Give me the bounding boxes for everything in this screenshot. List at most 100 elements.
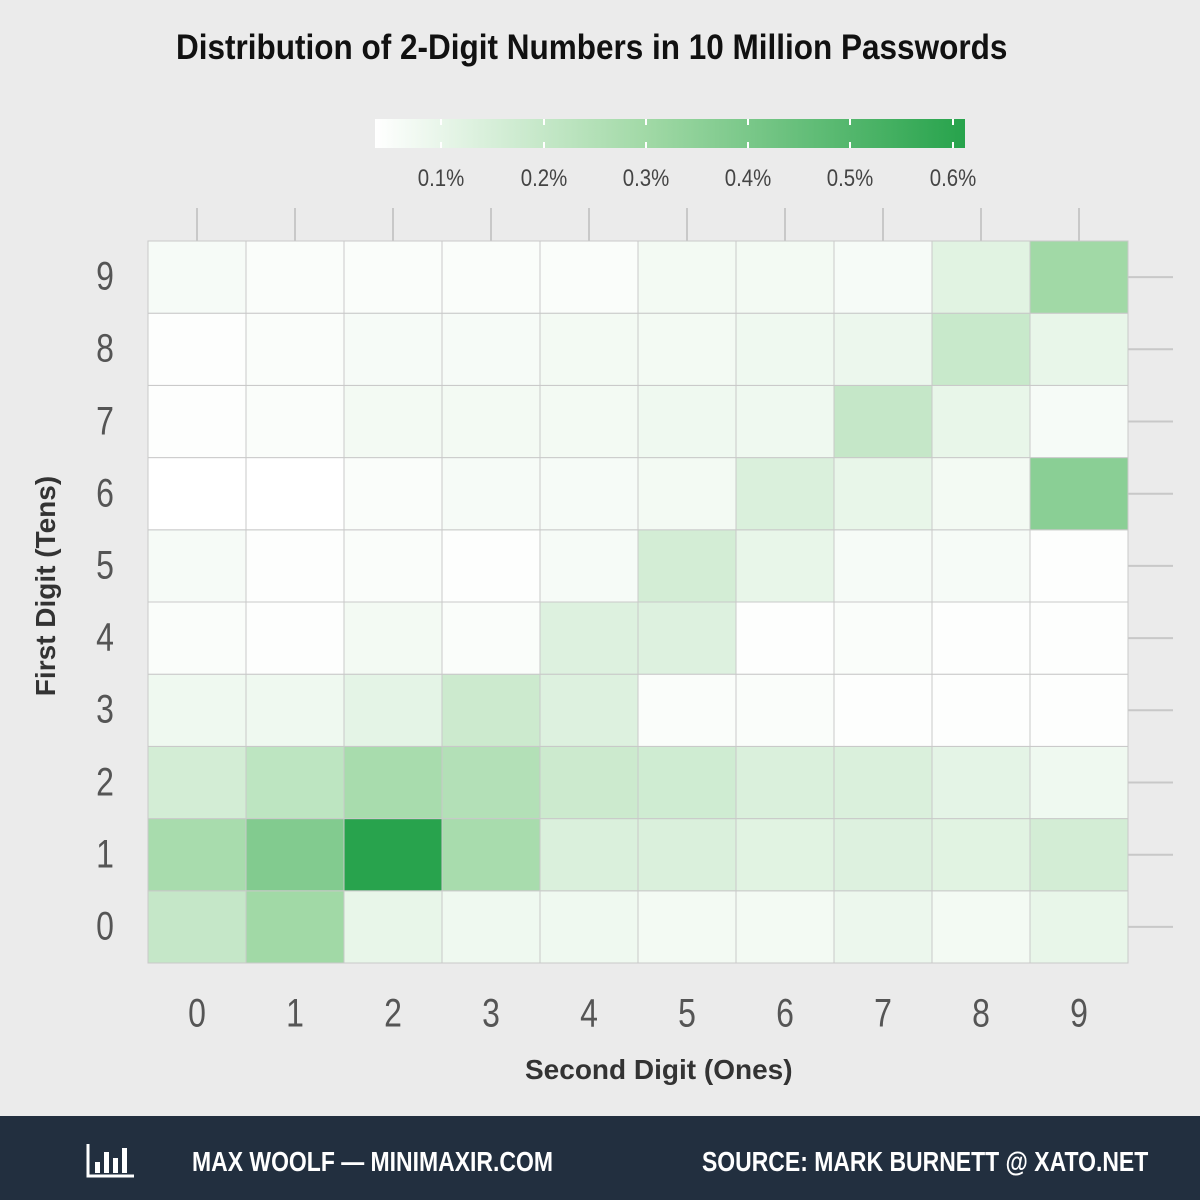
heatmap-cell <box>1029 601 1129 675</box>
heatmap-cell <box>1029 312 1129 386</box>
heatmap-cell <box>539 745 639 820</box>
heatmap-cell <box>637 601 737 675</box>
heatmap-cell <box>245 529 345 603</box>
x-axis-title: Second Digit (Ones) <box>525 1054 793 1085</box>
footer: MAX WOOLF — MINIMAXIR.COM SOURCE: MARK B… <box>0 1116 1200 1200</box>
y-tick-label: 2 <box>96 760 114 804</box>
legend-label: 0.2% <box>520 165 567 192</box>
heatmap-cell <box>245 601 345 675</box>
y-tick-label: 6 <box>96 471 114 516</box>
heatmap-cell <box>1029 384 1129 459</box>
heatmap-cell <box>931 673 1031 747</box>
legend-label: 0.5% <box>827 165 874 192</box>
heatmap-cell <box>147 818 247 892</box>
heatmap-cell <box>931 457 1031 531</box>
heatmap-cell <box>441 601 541 675</box>
heatmap-cell <box>245 384 345 459</box>
heatmap-cell <box>833 529 933 603</box>
heatmap-cell <box>539 673 639 747</box>
heatmap-cell <box>735 745 835 820</box>
heatmap-cell <box>343 601 443 675</box>
heatmap-cell <box>441 673 541 747</box>
heatmap-cell <box>147 529 247 603</box>
heatmap-cell <box>441 312 541 386</box>
heatmap-cell <box>833 240 933 314</box>
y-tick-label: 9 <box>96 254 114 299</box>
x-tick-label: 2 <box>384 991 402 1036</box>
heatmap-cell <box>539 601 639 675</box>
y-tick-label: 5 <box>96 543 114 588</box>
heatmap-cell <box>343 457 443 531</box>
heatmap-cell <box>735 312 835 386</box>
heatmap-cell <box>343 529 443 603</box>
heatmap-cell <box>539 890 639 964</box>
heatmap-cell <box>343 384 443 459</box>
heatmap-cell <box>637 312 737 386</box>
heatmap-cell <box>539 529 639 603</box>
y-tick-label: 1 <box>96 832 114 877</box>
heatmap-cell <box>735 529 835 603</box>
x-tick-label: 9 <box>1070 991 1088 1036</box>
heatmap-cell <box>735 890 835 964</box>
heatmap-cell <box>735 457 835 531</box>
legend-tick <box>951 119 954 148</box>
y-tick-label: 4 <box>96 615 114 660</box>
heatmap-cell <box>637 457 737 531</box>
heatmap-cell <box>441 818 541 892</box>
x-tick-label: 1 <box>286 991 304 1036</box>
heatmap-cell <box>147 745 247 820</box>
heatmap-cell <box>1029 529 1129 603</box>
y-tick-label: 8 <box>96 326 114 371</box>
heatmap-cell <box>637 818 737 892</box>
heatmap-cell <box>1029 890 1129 964</box>
heatmap-cell <box>147 312 247 386</box>
heatmap-cell <box>931 745 1031 820</box>
y-axis-title: First Digit (Tens) <box>30 475 61 697</box>
y-tick-label: 3 <box>96 687 114 732</box>
heatmap-cell <box>147 457 247 531</box>
heatmap-cell <box>539 457 639 531</box>
heatmap-cell <box>147 384 247 459</box>
chart-title: Distribution of 2-Digit Numbers in 10 Mi… <box>176 28 1008 67</box>
heatmap-cell <box>245 673 345 747</box>
heatmap-cell <box>931 240 1031 314</box>
heatmap-cell <box>245 890 345 964</box>
heatmap-cell <box>833 457 933 531</box>
legend-label: 0.6% <box>929 165 976 192</box>
legend-label: 0.3% <box>622 165 670 192</box>
heatmap-cell <box>343 673 443 747</box>
x-tick-label: 6 <box>776 991 794 1036</box>
heatmap-cell <box>441 457 541 531</box>
heatmap-cell <box>931 890 1031 964</box>
heatmap-cell <box>245 312 345 386</box>
x-tick-label: 8 <box>972 991 990 1036</box>
heatmap-cell <box>833 818 933 892</box>
heatmap-cell <box>637 529 737 603</box>
heatmap-cell <box>245 457 345 531</box>
legend-label: 0.1% <box>418 165 465 192</box>
heatmap-cell <box>147 240 247 314</box>
heatmap-cell <box>931 312 1031 386</box>
heatmap-cell <box>833 890 933 964</box>
bar-chart-logo-icon <box>86 1144 134 1178</box>
heatmap-cell <box>833 673 933 747</box>
author-credit: MAX WOOLF — MINIMAXIR.COM <box>192 1146 553 1177</box>
heatmap-cell <box>833 312 933 386</box>
heatmap-cell <box>637 745 737 820</box>
heatmap-cell <box>245 745 345 820</box>
heatmap-cell <box>245 240 345 314</box>
heatmap-cell <box>441 890 541 964</box>
legend-tick <box>849 119 852 148</box>
heatmap-cell <box>735 818 835 892</box>
heatmap-cell <box>833 745 933 820</box>
y-tick-label: 7 <box>96 399 114 443</box>
heatmap-cell <box>637 240 737 314</box>
heatmap-cell <box>245 818 345 892</box>
x-tick-label: 3 <box>482 991 500 1036</box>
x-tick-label: 5 <box>678 991 696 1036</box>
heatmap-cell <box>735 240 835 314</box>
legend-tick <box>542 119 545 148</box>
heatmap-cell <box>343 890 443 964</box>
heatmap-cell <box>147 890 247 964</box>
heatmap-cell <box>343 745 443 820</box>
